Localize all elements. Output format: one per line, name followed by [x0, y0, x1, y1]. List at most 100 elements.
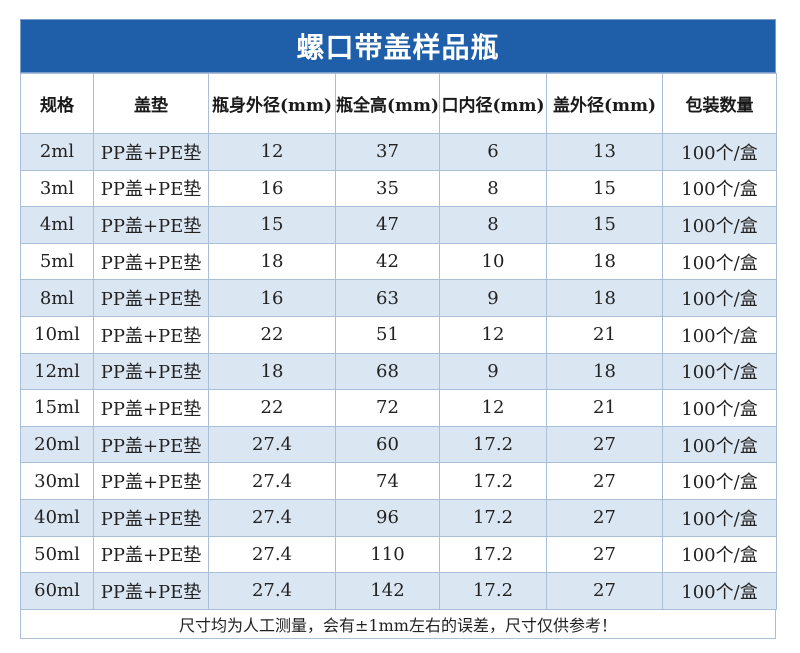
- body-od-cell: 16: [208, 279, 336, 317]
- cap-od-cell: 15: [546, 206, 663, 244]
- height-cell: 72: [335, 389, 440, 427]
- mouth-id-cell: 12: [439, 389, 547, 427]
- height-cell: 60: [335, 425, 440, 464]
- cap-liner-cell: PP盖+PE垫: [93, 572, 209, 610]
- cap-od-cell: 27: [546, 425, 663, 464]
- cap-liner-cell: PP盖+PE垫: [93, 315, 209, 354]
- table-row: 8ml PP盖+PE垫 16 63 9 18 100个/盒: [20, 279, 777, 317]
- table-row: 40ml PP盖+PE垫 27.4 96 17.2 27 100个/盒: [20, 498, 777, 537]
- body-od-cell: 18: [208, 242, 336, 281]
- cap-liner-cell: PP盖+PE垫: [93, 498, 209, 537]
- table-row: 15ml PP盖+PE垫 22 72 12 21 100个/盒: [20, 389, 777, 427]
- body-od-cell: 22: [208, 389, 336, 427]
- cap-liner-cell: PP盖+PE垫: [93, 425, 209, 464]
- column-header: 口内径(mm): [439, 73, 547, 134]
- mouth-id-cell: 6: [439, 133, 547, 171]
- packaging-cell: 100个/盒: [662, 462, 777, 500]
- table-body: 2ml PP盖+PE垫 12 37 6 13 100个/盒 3ml PP盖+PE垫 16 35 8 15…: [20, 133, 777, 610]
- cap-liner-cell: PP盖+PE垫: [93, 169, 209, 208]
- column-header: 规格: [20, 73, 94, 134]
- cap-od-cell: 27: [546, 572, 663, 610]
- cap-liner-cell: PP盖+PE垫: [93, 352, 209, 391]
- body-od-cell: 12: [208, 133, 336, 171]
- packaging-cell: 100个/盒: [662, 572, 777, 610]
- column-header: 瓶身外径(mm): [208, 73, 336, 134]
- spec-cell: 8ml: [20, 279, 94, 317]
- height-cell: 110: [335, 535, 440, 574]
- table-row: 20ml PP盖+PE垫 27.4 60 17.2 27 100个/盒: [20, 425, 777, 464]
- packaging-cell: 100个/盒: [662, 169, 777, 208]
- packaging-cell: 100个/盒: [662, 425, 777, 464]
- table-row: 30ml PP盖+PE垫 27.4 74 17.2 27 100个/盒: [20, 462, 777, 500]
- packaging-cell: 100个/盒: [662, 352, 777, 391]
- spec-cell: 30ml: [20, 462, 94, 500]
- cap-od-cell: 15: [546, 169, 663, 208]
- packaging-cell: 100个/盒: [662, 389, 777, 427]
- height-cell: 74: [335, 462, 440, 500]
- cap-liner-cell: PP盖+PE垫: [93, 462, 209, 500]
- spec-cell: 5ml: [20, 242, 94, 281]
- column-header: 瓶全高(mm): [335, 73, 440, 134]
- mouth-id-cell: 9: [439, 352, 547, 391]
- header-row: 规格 盖垫 瓶身外径(mm) 瓶全高(mm) 口内径(mm) 盖外径(mm) 包装数量: [20, 73, 777, 134]
- column-header: 盖外径(mm): [546, 73, 663, 134]
- cap-od-cell: 18: [546, 242, 663, 281]
- cap-od-cell: 13: [546, 133, 663, 171]
- mouth-id-cell: 10: [439, 242, 547, 281]
- height-cell: 68: [335, 352, 440, 391]
- mouth-id-cell: 9: [439, 279, 547, 317]
- height-cell: 37: [335, 133, 440, 171]
- cap-od-cell: 21: [546, 315, 663, 354]
- cap-od-cell: 21: [546, 389, 663, 427]
- table-row: 5ml PP盖+PE垫 18 42 10 18 100个/盒: [20, 242, 777, 281]
- table-row: 4ml PP盖+PE垫 15 47 8 15 100个/盒: [20, 206, 777, 244]
- mouth-id-cell: 17.2: [439, 462, 547, 500]
- height-cell: 35: [335, 169, 440, 208]
- spec-cell: 4ml: [20, 206, 94, 244]
- table-row: 60ml PP盖+PE垫 27.4 142 17.2 27 100个/盒: [20, 572, 777, 610]
- height-cell: 96: [335, 498, 440, 537]
- column-header: 包装数量: [662, 73, 777, 134]
- body-od-cell: 27.4: [208, 462, 336, 500]
- spec-cell: 60ml: [20, 572, 94, 610]
- table-header: 规格 盖垫 瓶身外径(mm) 瓶全高(mm) 口内径(mm) 盖外径(mm) 包装数量: [20, 73, 777, 134]
- body-od-cell: 27.4: [208, 498, 336, 537]
- cap-od-cell: 18: [546, 352, 663, 391]
- body-od-cell: 16: [208, 169, 336, 208]
- spec-cell: 50ml: [20, 535, 94, 574]
- packaging-cell: 100个/盒: [662, 206, 777, 244]
- spec-cell: 40ml: [20, 498, 94, 537]
- body-od-cell: 27.4: [208, 425, 336, 464]
- mouth-id-cell: 8: [439, 169, 547, 208]
- mouth-id-cell: 17.2: [439, 572, 547, 610]
- table-row: 2ml PP盖+PE垫 12 37 6 13 100个/盒: [20, 133, 777, 171]
- height-cell: 51: [335, 315, 440, 354]
- mouth-id-cell: 17.2: [439, 425, 547, 464]
- cap-liner-cell: PP盖+PE垫: [93, 206, 209, 244]
- body-od-cell: 27.4: [208, 535, 336, 574]
- spec-table: 规格 盖垫 瓶身外径(mm) 瓶全高(mm) 口内径(mm) 盖外径(mm) 包装数量 2m…: [20, 73, 777, 610]
- table-row: 10ml PP盖+PE垫 22 51 12 21 100个/盒: [20, 315, 777, 354]
- body-od-cell: 18: [208, 352, 336, 391]
- spec-table-container: 螺口带盖样品瓶 规格 盖垫 瓶身外径(mm) 瓶全高(mm) 口内径(mm) 盖外径(mm…: [20, 19, 777, 639]
- packaging-cell: 100个/盒: [662, 535, 777, 574]
- cap-liner-cell: PP盖+PE垫: [93, 535, 209, 574]
- height-cell: 47: [335, 206, 440, 244]
- cap-od-cell: 27: [546, 498, 663, 537]
- cap-liner-cell: PP盖+PE垫: [93, 389, 209, 427]
- table-title: 螺口带盖样品瓶: [20, 19, 776, 73]
- cap-liner-cell: PP盖+PE垫: [93, 133, 209, 171]
- cap-od-cell: 27: [546, 462, 663, 500]
- height-cell: 42: [335, 242, 440, 281]
- spec-cell: 10ml: [20, 315, 94, 354]
- spec-cell: 20ml: [20, 425, 94, 464]
- body-od-cell: 15: [208, 206, 336, 244]
- table-row: 12ml PP盖+PE垫 18 68 9 18 100个/盒: [20, 352, 777, 391]
- cap-liner-cell: PP盖+PE垫: [93, 242, 209, 281]
- packaging-cell: 100个/盒: [662, 279, 777, 317]
- body-od-cell: 27.4: [208, 572, 336, 610]
- mouth-id-cell: 17.2: [439, 535, 547, 574]
- column-header: 盖垫: [93, 73, 209, 134]
- cap-od-cell: 18: [546, 279, 663, 317]
- height-cell: 142: [335, 572, 440, 610]
